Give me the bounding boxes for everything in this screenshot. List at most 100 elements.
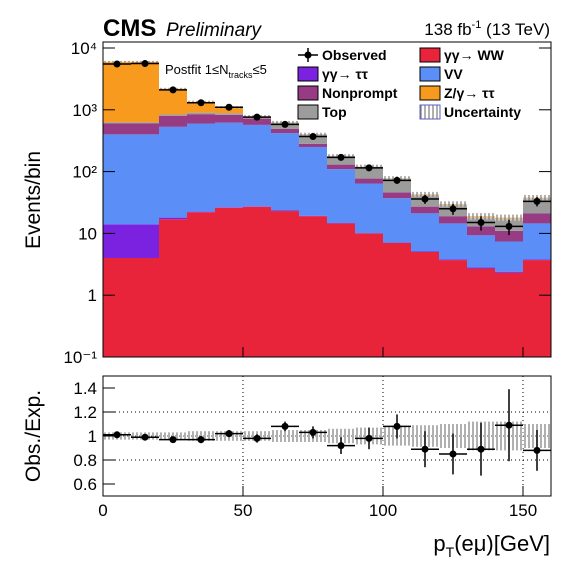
ratio-y-tick-label: 1 [88,427,97,446]
stack-segment [187,114,215,124]
stack-segment [187,123,215,212]
legend-label: Z/γ→ ττ [444,85,495,101]
observed-point [281,120,289,128]
ratio-y-tick-label: 0.8 [73,451,97,470]
stack-segment [131,122,159,124]
ratio-point [225,430,233,438]
legend-symbol [297,104,319,120]
ratio-point [533,446,541,454]
legend-label: γγ→ WW [444,47,505,63]
stack-segment [103,224,131,258]
legend-label: Nonprompt [322,85,398,101]
annotation-sub: tracks [229,70,254,80]
ratio-y-tick-label: 0.6 [73,475,97,494]
y-tick-label: 10⁻¹ [63,348,97,367]
stack-segment [523,213,551,224]
legend: Observed γγ→ ττ Nonprompt Top γγ→ WW VV Z/γ→ τ… [297,47,521,120]
stack-segment [187,101,215,113]
uncertainty-band [411,191,439,197]
y-tick-label: 10² [72,163,97,182]
stack-segment [411,206,439,214]
stack-segment [495,271,523,273]
ratio-uncertainty [271,430,299,442]
legend-symbol [297,85,319,101]
legend-symbol [419,66,441,82]
stack-segment [159,126,187,218]
lumi-exp: -1 [472,19,482,31]
ratio-point [477,445,485,453]
stack-segment [187,212,215,357]
stack-segment [215,113,243,115]
legend-label: γγ→ ττ [322,66,369,82]
axes: 10⁻¹ 1 10 10² 10³ 10⁴ 0 50 100 150 0.6 0.8 1 1.2 1.4 [63,39,551,520]
lumi-energy: (13 TeV) [481,20,550,39]
ratio-point [505,421,513,429]
ratio-point [281,422,289,430]
stack-segment [243,206,271,357]
ratio-point [113,431,121,439]
stack-segment [523,260,551,357]
ratio-point [253,434,261,442]
stack-segment [355,166,383,179]
y-tick-label: 10 [78,224,97,243]
legend-symbol [297,66,319,82]
stack-segment [495,241,523,272]
stack-segment [383,192,411,199]
ratio-plot [103,376,551,496]
stack-segment [271,210,299,212]
stack-segment [411,251,439,252]
stack-segment [103,123,131,135]
stack-segment [299,216,327,357]
stack-segment [495,230,523,242]
stack-segment [327,164,355,170]
observed-point [113,60,121,68]
observed-point [449,205,457,213]
ratio-uncertainty [327,428,355,444]
lumi-text: 138 fb [424,20,471,39]
stack-segment [271,128,299,134]
annotation: Postfit 1≤Ntracks≤5 [165,62,267,80]
stack-segment [439,216,467,224]
observed-point [477,219,485,227]
stack-segment [187,112,215,115]
x-label-p: p [433,531,445,556]
observed-point [141,60,149,68]
stack-segment [159,217,187,220]
stack-segment [103,134,131,225]
legend-label: VV [444,66,463,82]
stack-segment [243,124,271,207]
observed-point [365,164,373,172]
stack-segment [131,61,159,123]
stack-segment [103,257,131,357]
stack-segment [495,272,523,357]
lumi: 138 fb-1 (13 TeV) [424,19,550,39]
observed-point [533,197,541,205]
stack-segment [299,143,327,147]
stack-segment [103,61,131,123]
stack-segment [327,223,355,357]
stack-segment [103,122,131,124]
stack-segment [215,122,243,208]
legend-symbol [419,85,441,101]
x-tick-label: 50 [234,501,253,520]
annotation-end: ≤5 [253,62,267,77]
stack-segment [467,235,495,268]
stack-segment [215,207,243,357]
observed-point [225,103,233,111]
stack-segment [355,178,383,184]
stack-segment [523,223,551,260]
observed-point [505,222,513,230]
stack-segment [187,211,215,213]
stack-segment [523,259,551,261]
observed-point [197,99,205,107]
ratio-y-tick-label: 1.2 [73,403,97,422]
ratio-frame [102,375,552,497]
stack-segment [411,213,439,252]
x-tick-label: 0 [98,501,107,520]
stack-segment [299,146,327,216]
top-plot [103,60,551,357]
stack-segment [131,224,159,258]
x-axis-label: pT(eμ)[GeV] [433,531,550,560]
legend-symbol [419,104,441,120]
